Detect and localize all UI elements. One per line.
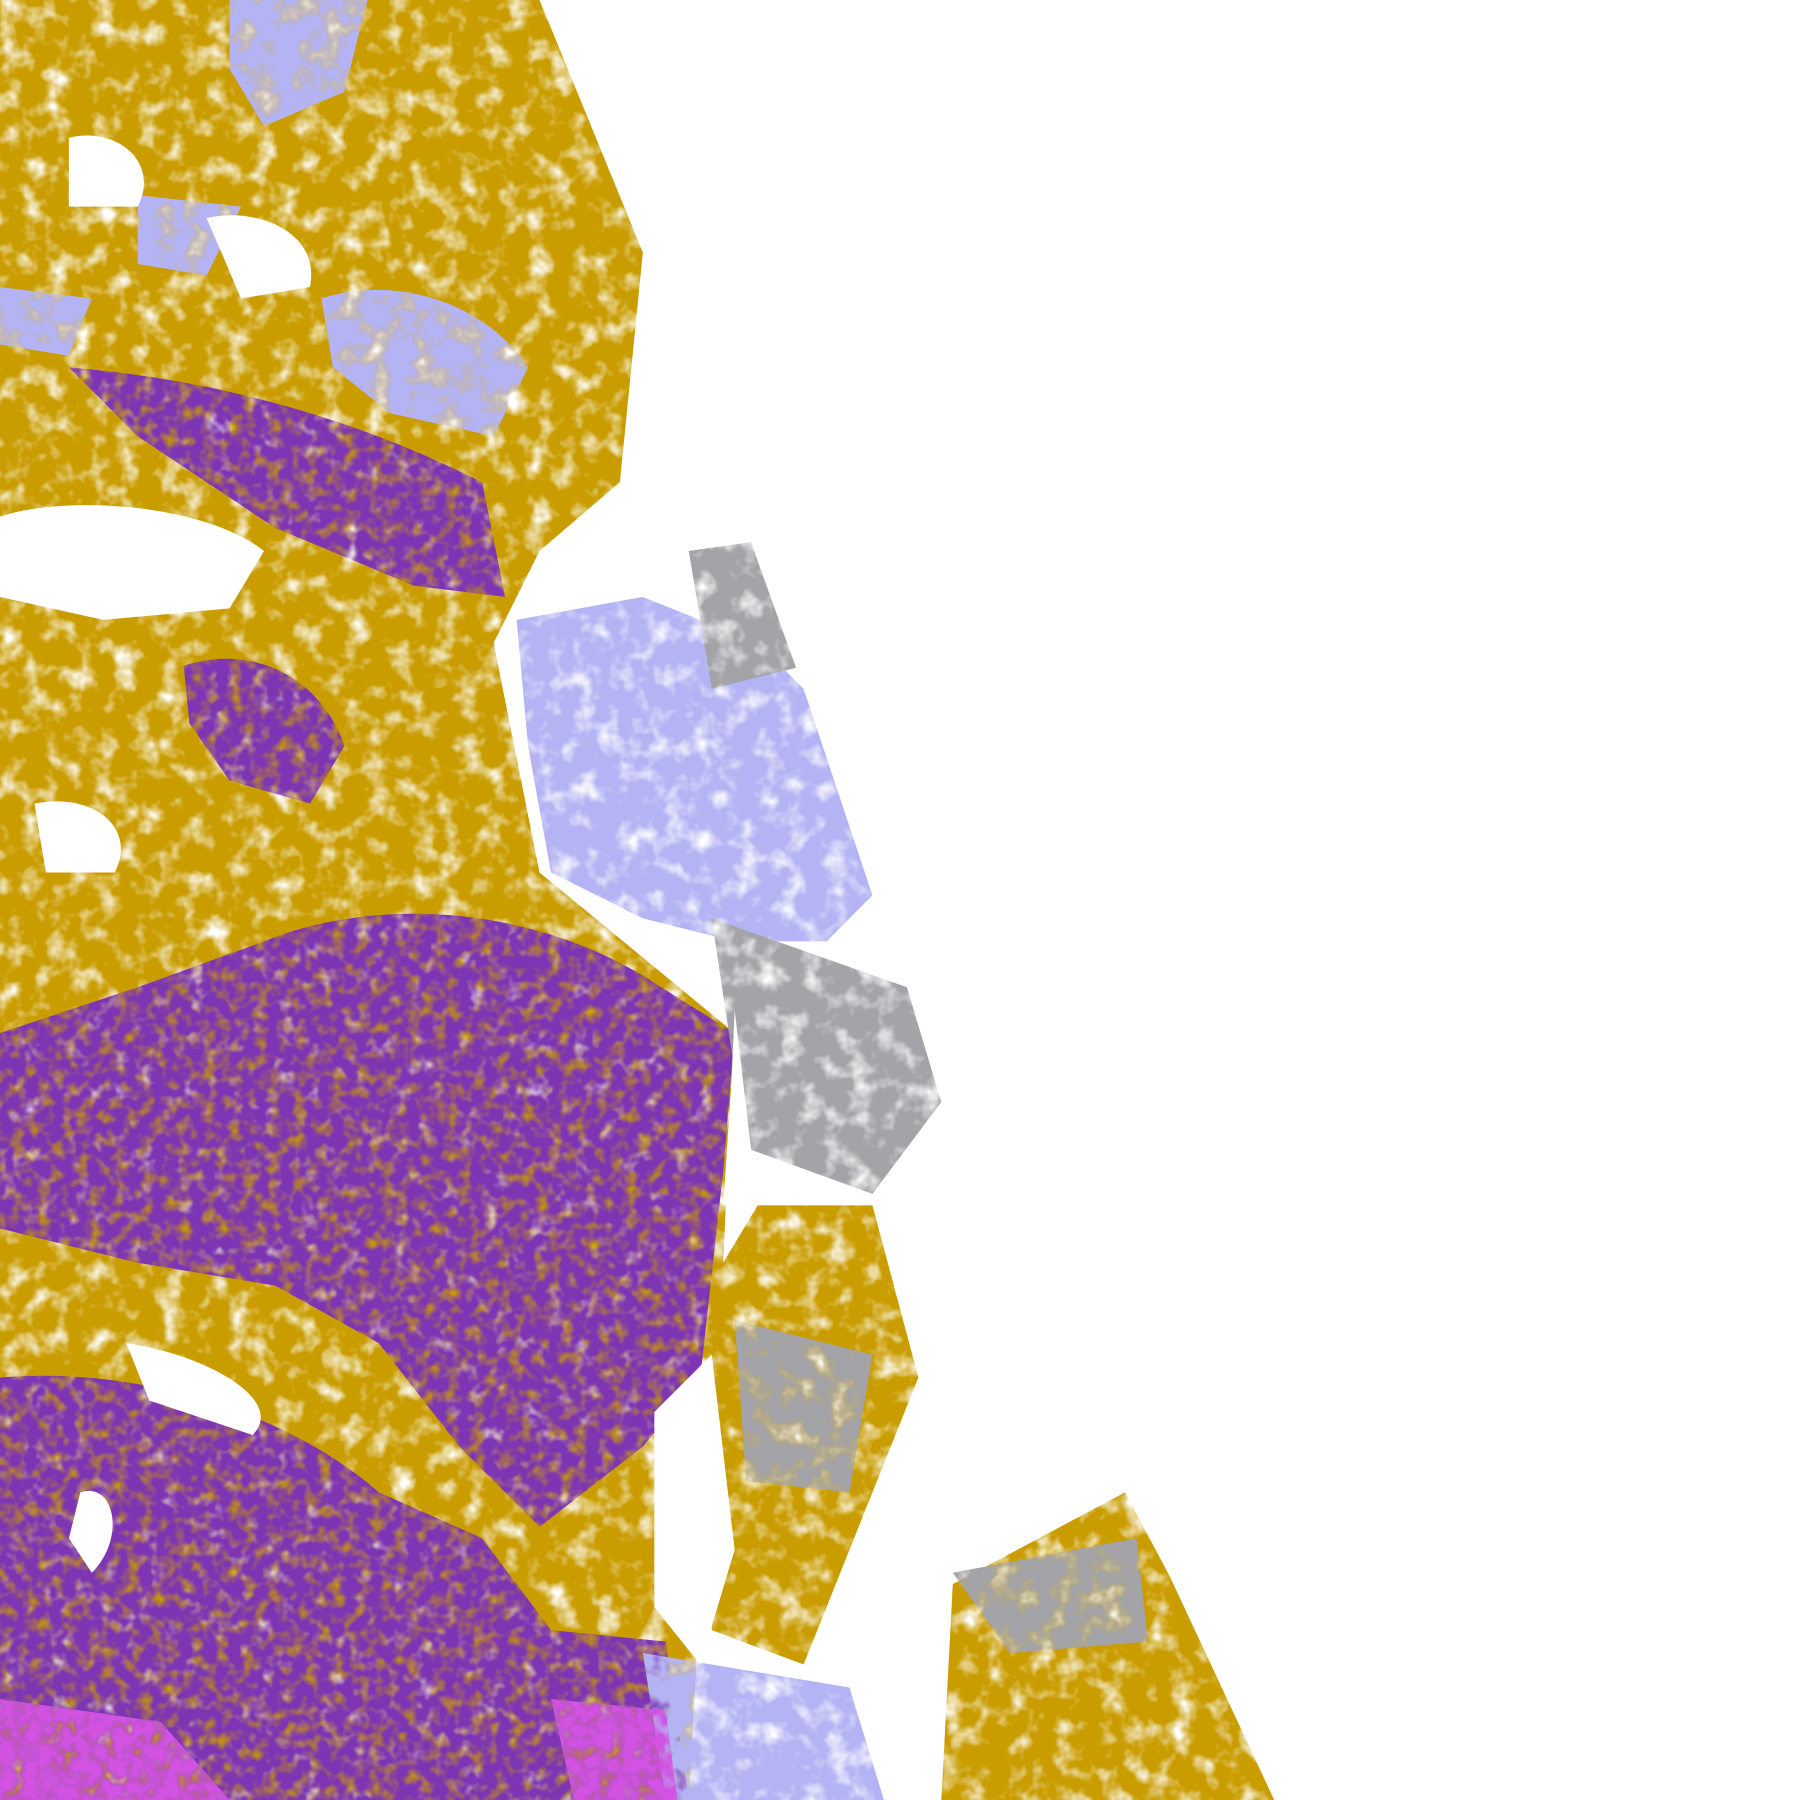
cloud-class-magenta — [0, 1698, 678, 1800]
cloud-class-purple — [0, 367, 735, 1800]
swath-data-area — [0, 0, 1275, 1800]
cloud-class-lavender — [0, 0, 1148, 1800]
clear-sky-gaps — [0, 135, 758, 1665]
